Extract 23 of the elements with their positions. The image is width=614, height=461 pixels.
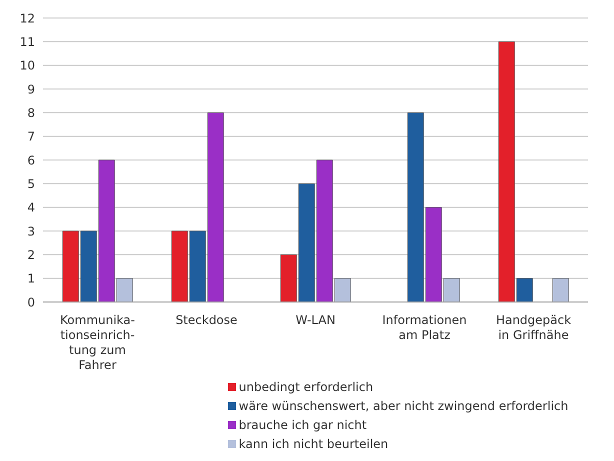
y-tick-label: 9 — [27, 82, 35, 96]
y-tick-label: 2 — [27, 248, 35, 262]
legend-label: unbedingt erforderlich — [238, 380, 374, 394]
y-tick-label: 10 — [20, 58, 35, 73]
legend-label: kann ich nicht beurteilen — [238, 436, 388, 450]
y-tick-label: 0 — [27, 295, 35, 310]
bar — [552, 278, 569, 302]
x-tick-label: Handgepäck in Griffnähe — [496, 313, 572, 342]
legend-label: brauche ich gar nicht — [238, 418, 367, 432]
y-tick-label: 11 — [20, 34, 35, 49]
x-tick-label: W-LAN — [296, 313, 336, 327]
y-tick-label: 6 — [27, 153, 35, 168]
y-tick-label: 5 — [27, 176, 35, 191]
legend-label: wäre wünschenswert, aber nicht zwingend erforderlich — [238, 398, 568, 412]
y-tick-label: 3 — [27, 224, 35, 238]
x-tick-label: Informationen am Platz — [382, 313, 467, 342]
y-tick-label: 4 — [27, 200, 35, 215]
x-tick-label: Kommunika-tionseinrich-tung zum Fahrer — [60, 313, 135, 372]
y-tick-label: 12 — [20, 11, 35, 26]
x-tick-label: Steckdose — [176, 313, 238, 327]
y-tick-label: 7 — [27, 130, 35, 144]
y-tick-label: 8 — [27, 106, 35, 120]
y-tick-label: 1 — [27, 272, 35, 286]
